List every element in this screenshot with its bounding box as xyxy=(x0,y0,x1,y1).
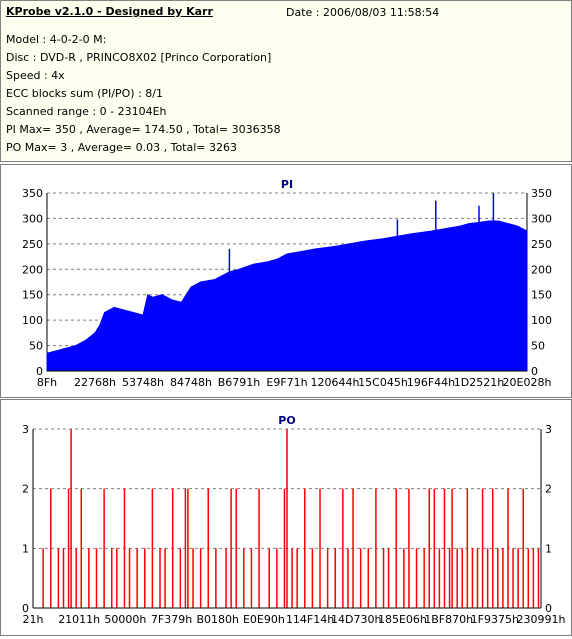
po-x-tick-label: 1BF870h xyxy=(424,613,473,626)
model-line: Model : 4-0-2-0 M: xyxy=(6,33,107,46)
ecc-line: ECC blocks sum (PI/PO) : 8/1 xyxy=(6,87,163,100)
po-y-tick-label: 1 xyxy=(545,542,552,555)
pi-series-area xyxy=(46,220,528,372)
scan-date: Date : 2006/08/03 11:58:54 xyxy=(286,6,440,19)
pi-chart: PI 0 0 50 50 100 100 150 150 200 200 250 250 300 300 35… xyxy=(22,178,552,389)
pi-x-tick-label: B6791h xyxy=(218,376,261,389)
pi-y-tick-label: 150 xyxy=(531,289,552,302)
po-x-tick-label: 21011h xyxy=(58,613,100,626)
pi-y-tick-label: 100 xyxy=(531,314,552,327)
pi-x-tick-label: 8Fh xyxy=(37,376,57,389)
pi-y-tick-label: 350 xyxy=(22,187,43,200)
pi-x-tick-label: 120644h xyxy=(311,376,360,389)
pi-y-tick-label: 100 xyxy=(22,314,43,327)
app-title: KProbe v2.1.0 - Designed by Karr xyxy=(6,5,213,18)
pi-x-tick-label: 15C045h xyxy=(358,376,408,389)
pi-y-tick-label: 150 xyxy=(22,289,43,302)
po-y-tick-label: 1 xyxy=(22,542,29,555)
disc-line: Disc : DVD-R , PRINCO8X02 [Princo Corpor… xyxy=(6,51,272,64)
po-y-tick-label: 3 xyxy=(545,423,552,436)
po-x-tick-label: B0180h xyxy=(196,613,239,626)
pi-stats-line: PI Max= 350 , Average= 174.50 , Total= 3… xyxy=(6,123,281,136)
po-x-tick-label: 1F9375h xyxy=(471,613,519,626)
po-x-tick-label: E0E90h xyxy=(243,613,285,626)
po-x-tick-label: 21h xyxy=(23,613,44,626)
pi-y-tick-label: 250 xyxy=(531,238,552,251)
po-chart-title: PO xyxy=(278,414,295,427)
speed-line: Speed : 4x xyxy=(6,69,65,82)
po-x-tick-label: 114F14h xyxy=(286,613,334,626)
pi-x-tick-label: 22768h xyxy=(74,376,116,389)
pi-y-tick-label: 250 xyxy=(22,238,43,251)
pi-y-tick-label: 200 xyxy=(531,263,552,276)
pi-y-tick-label: 50 xyxy=(531,340,545,353)
pi-y-tick-label: 200 xyxy=(22,263,43,276)
po-y-tick-label: 2 xyxy=(22,483,29,496)
po-x-tick-label: 185E06h xyxy=(378,613,427,626)
pi-y-tick-label: 350 xyxy=(531,187,552,200)
po-y-tick-label: 0 xyxy=(545,602,552,615)
pi-y-tick-label: 300 xyxy=(22,212,43,225)
range-line: Scanned range : 0 - 23104Eh xyxy=(6,105,167,118)
info-panel: KProbe v2.1.0 - Designed by Karr Date : … xyxy=(0,0,572,162)
pi-x-tick-label: 20E028h xyxy=(503,376,552,389)
po-x-tick-label: 7F379h xyxy=(151,613,192,626)
po-x-tick-label: 50000h xyxy=(104,613,146,626)
po-y-tick-label: 2 xyxy=(545,483,552,496)
pi-x-tick-label: 196F44h xyxy=(407,376,455,389)
pi-x-tick-label: 1D2521h xyxy=(454,376,504,389)
pi-x-tick-label: E9F71h xyxy=(266,376,307,389)
po-chart-panel: PO 0 0 1 1 2 2 3 3 21h 21011h 50000h 7F379h B0180h E0E… xyxy=(0,399,572,636)
pi-chart-title: PI xyxy=(281,178,293,191)
pi-y-tick-label: 0 xyxy=(36,365,43,378)
pi-y-tick-label: 50 xyxy=(29,340,43,353)
pi-y-tick-label: 300 xyxy=(531,212,552,225)
pi-x-tick-label: 53748h xyxy=(122,376,164,389)
po-y-tick-label: 0 xyxy=(22,602,29,615)
po-chart: PO 0 0 1 1 2 2 3 3 21h 21011h 50000h 7F379h B0180h E0E… xyxy=(22,414,566,626)
po-x-tick-label: 230991h xyxy=(517,613,566,626)
po-y-tick-label: 3 xyxy=(22,423,29,436)
pi-x-tick-label: 84748h xyxy=(170,376,212,389)
pi-y-tick-label: 0 xyxy=(531,365,538,378)
pi-chart-panel: PI 0 0 50 50 100 100 150 150 200 200 250 250 300 300 35… xyxy=(0,164,572,398)
po-stats-line: PO Max= 3 , Average= 0.03 , Total= 3263 xyxy=(6,141,237,154)
po-x-tick-label: 14D730h xyxy=(331,613,381,626)
